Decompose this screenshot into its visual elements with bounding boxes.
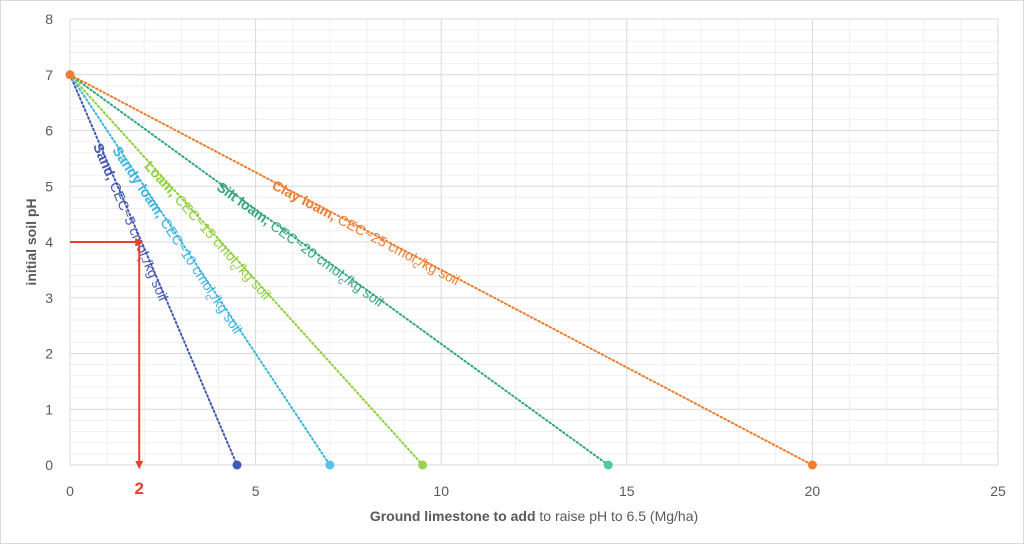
series-label-subscript: c xyxy=(410,260,420,272)
y-tick-label: 1 xyxy=(45,401,53,417)
series-label-tail: /kg soil xyxy=(233,260,274,303)
y-axis-title: initial soil pH xyxy=(23,198,39,285)
x-tick-label: 20 xyxy=(805,483,821,499)
series-endpoint xyxy=(418,460,428,470)
series-label-subscript: c xyxy=(202,292,214,302)
series-line xyxy=(69,73,814,466)
x-tick-label: 10 xyxy=(433,483,449,499)
series-line xyxy=(69,73,239,466)
y-tick-label: 3 xyxy=(45,290,53,306)
y-tick-label: 2 xyxy=(45,346,53,362)
gridlines xyxy=(69,18,999,466)
x-axis-title-bold: Ground limestone to add xyxy=(370,508,536,524)
series-endpoint xyxy=(325,460,335,470)
tick-labels: 0 5 10 15 20 25 0 1 2 3 4 5 6 7 8 xyxy=(45,11,1006,499)
x-tick-label: 0 xyxy=(66,483,74,499)
series-label-tail: /kg soil xyxy=(416,254,462,288)
y-tick-label: 6 xyxy=(45,123,53,139)
series-label-subscript: c xyxy=(227,262,239,273)
x-tick-label: 5 xyxy=(252,483,260,499)
series-label-subscript: c xyxy=(335,276,346,288)
x-axis-title-rest: to raise pH to 6.5 (Mg/ha) xyxy=(536,508,699,524)
y-tick-label: 7 xyxy=(45,67,53,83)
series-lines xyxy=(65,70,817,470)
series-endpoint xyxy=(232,460,242,470)
start-point xyxy=(65,70,75,80)
x-axis-title: Ground limestone to add to raise pH to 6… xyxy=(370,508,698,524)
series-line xyxy=(69,73,424,466)
y-tick-label: 8 xyxy=(45,11,53,27)
series-line xyxy=(69,73,610,466)
x-tick-label: 25 xyxy=(990,483,1006,499)
series-label-tail: /kg soil xyxy=(342,271,387,310)
series-label-text: CEC~25 cmol xyxy=(332,209,420,265)
annotation-label: 2 xyxy=(135,479,144,498)
series-endpoint xyxy=(807,460,817,470)
y-tick-label: 5 xyxy=(45,178,53,194)
series-endpoint xyxy=(603,460,613,470)
annotation: 2 xyxy=(70,238,144,498)
y-tick-label: 4 xyxy=(45,234,53,250)
series-label-bold: Clay loam, xyxy=(270,177,339,224)
y-tick-label: 0 xyxy=(45,457,53,473)
series-line xyxy=(69,73,331,466)
x-tick-label: 15 xyxy=(619,483,635,499)
